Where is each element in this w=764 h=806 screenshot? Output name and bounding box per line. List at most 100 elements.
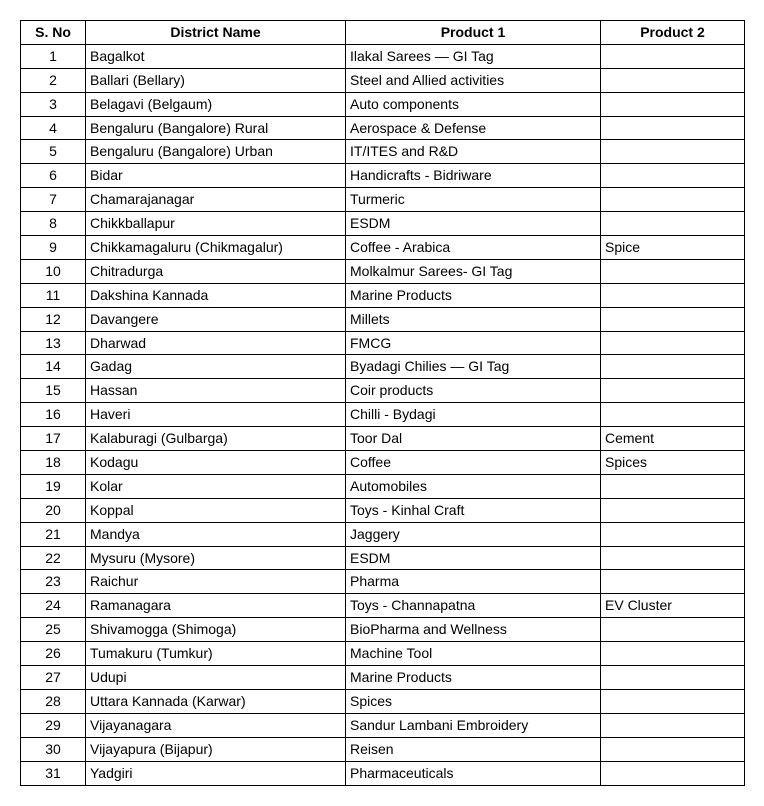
cell-product1: Millets (346, 307, 601, 331)
cell-district: Mysuru (Mysore) (86, 546, 346, 570)
table-row: 16HaveriChilli - Bydagi (21, 403, 745, 427)
table-row: 1BagalkotIlakal Sarees — GI Tag (21, 44, 745, 68)
cell-product1: Byadagi Chilies — GI Tag (346, 355, 601, 379)
cell-product1: Steel and Allied activities (346, 68, 601, 92)
cell-product1: Coffee (346, 451, 601, 475)
cell-sno: 30 (21, 737, 86, 761)
table-row: 25Shivamogga (Shimoga)BioPharma and Well… (21, 618, 745, 642)
cell-sno: 13 (21, 331, 86, 355)
cell-product2 (601, 307, 745, 331)
table-row: 18KodaguCoffeeSpices (21, 451, 745, 475)
table-row: 17Kalaburagi (Gulbarga)Toor DalCement (21, 427, 745, 451)
cell-sno: 29 (21, 713, 86, 737)
cell-product1: IT/ITES and R&D (346, 140, 601, 164)
cell-product2 (601, 212, 745, 236)
cell-district: Udupi (86, 666, 346, 690)
table-row: 20KoppalToys - Kinhal Craft (21, 498, 745, 522)
cell-district: Raichur (86, 570, 346, 594)
table-header-row: S. No District Name Product 1 Product 2 (21, 21, 745, 45)
cell-product2: Spice (601, 236, 745, 260)
cell-product1: Auto components (346, 92, 601, 116)
cell-district: Yadgiri (86, 761, 346, 785)
cell-sno: 28 (21, 689, 86, 713)
cell-sno: 6 (21, 164, 86, 188)
cell-sno: 16 (21, 403, 86, 427)
cell-district: Davangere (86, 307, 346, 331)
cell-product2 (601, 331, 745, 355)
cell-product1: Ilakal Sarees — GI Tag (346, 44, 601, 68)
cell-district: Shivamogga (Shimoga) (86, 618, 346, 642)
cell-product1: ESDM (346, 546, 601, 570)
table-row: 10ChitradurgaMolkalmur Sarees- GI Tag (21, 259, 745, 283)
table-row: 11Dakshina KannadaMarine Products (21, 283, 745, 307)
cell-sno: 15 (21, 379, 86, 403)
cell-district: Bidar (86, 164, 346, 188)
col-header-sno: S. No (21, 21, 86, 45)
cell-sno: 7 (21, 188, 86, 212)
cell-product2 (601, 283, 745, 307)
cell-sno: 12 (21, 307, 86, 331)
cell-product2 (601, 355, 745, 379)
cell-sno: 9 (21, 236, 86, 260)
cell-product1: ESDM (346, 212, 601, 236)
table-row: 26Tumakuru (Tumkur)Machine Tool (21, 642, 745, 666)
cell-product2 (601, 44, 745, 68)
cell-product2 (601, 713, 745, 737)
cell-product1: Sandur Lambani Embroidery (346, 713, 601, 737)
table-row: 19KolarAutomobiles (21, 474, 745, 498)
cell-product1: FMCG (346, 331, 601, 355)
cell-product2: EV Cluster (601, 594, 745, 618)
cell-sno: 5 (21, 140, 86, 164)
cell-sno: 10 (21, 259, 86, 283)
table-row: 27UdupiMarine Products (21, 666, 745, 690)
table-row: 15HassanCoir products (21, 379, 745, 403)
cell-product1: Reisen (346, 737, 601, 761)
table-row: 24RamanagaraToys - ChannapatnaEV Cluster (21, 594, 745, 618)
cell-product1: Toor Dal (346, 427, 601, 451)
cell-district: Kolar (86, 474, 346, 498)
col-header-product1: Product 1 (346, 21, 601, 45)
cell-district: Hassan (86, 379, 346, 403)
cell-product2 (601, 140, 745, 164)
cell-district: Koppal (86, 498, 346, 522)
table-row: 14GadagByadagi Chilies — GI Tag (21, 355, 745, 379)
table-row: 29VijayanagaraSandur Lambani Embroidery (21, 713, 745, 737)
cell-product1: Spices (346, 689, 601, 713)
cell-product2 (601, 116, 745, 140)
cell-product1: Marine Products (346, 666, 601, 690)
cell-sno: 2 (21, 68, 86, 92)
table-row: 6BidarHandicrafts - Bidriware (21, 164, 745, 188)
cell-product1: Aerospace & Defense (346, 116, 601, 140)
cell-product2 (601, 666, 745, 690)
cell-district: Tumakuru (Tumkur) (86, 642, 346, 666)
table-row: 2Ballari (Bellary)Steel and Allied activ… (21, 68, 745, 92)
cell-district: Gadag (86, 355, 346, 379)
table-body: 1BagalkotIlakal Sarees — GI Tag2Ballari … (21, 44, 745, 785)
table-row: 12DavangereMillets (21, 307, 745, 331)
cell-sno: 20 (21, 498, 86, 522)
districts-table: S. No District Name Product 1 Product 2 … (20, 20, 745, 786)
cell-product2 (601, 379, 745, 403)
table-row: 31YadgiriPharmaceuticals (21, 761, 745, 785)
table-row: 9Chikkamagaluru (Chikmagalur)Coffee - Ar… (21, 236, 745, 260)
cell-product2: Cement (601, 427, 745, 451)
cell-sno: 23 (21, 570, 86, 594)
cell-product1: Chilli - Bydagi (346, 403, 601, 427)
cell-sno: 8 (21, 212, 86, 236)
table-row: 13DharwadFMCG (21, 331, 745, 355)
cell-product2 (601, 403, 745, 427)
cell-district: Bengaluru (Bangalore) Rural (86, 116, 346, 140)
cell-product2 (601, 546, 745, 570)
cell-product1: Jaggery (346, 522, 601, 546)
cell-sno: 3 (21, 92, 86, 116)
cell-product1: Handicrafts - Bidriware (346, 164, 601, 188)
cell-district: Kalaburagi (Gulbarga) (86, 427, 346, 451)
cell-district: Bengaluru (Bangalore) Urban (86, 140, 346, 164)
cell-sno: 14 (21, 355, 86, 379)
cell-product2 (601, 761, 745, 785)
cell-sno: 1 (21, 44, 86, 68)
cell-product2: Spices (601, 451, 745, 475)
cell-product1: Coir products (346, 379, 601, 403)
cell-sno: 22 (21, 546, 86, 570)
table-row: 4Bengaluru (Bangalore) RuralAerospace & … (21, 116, 745, 140)
